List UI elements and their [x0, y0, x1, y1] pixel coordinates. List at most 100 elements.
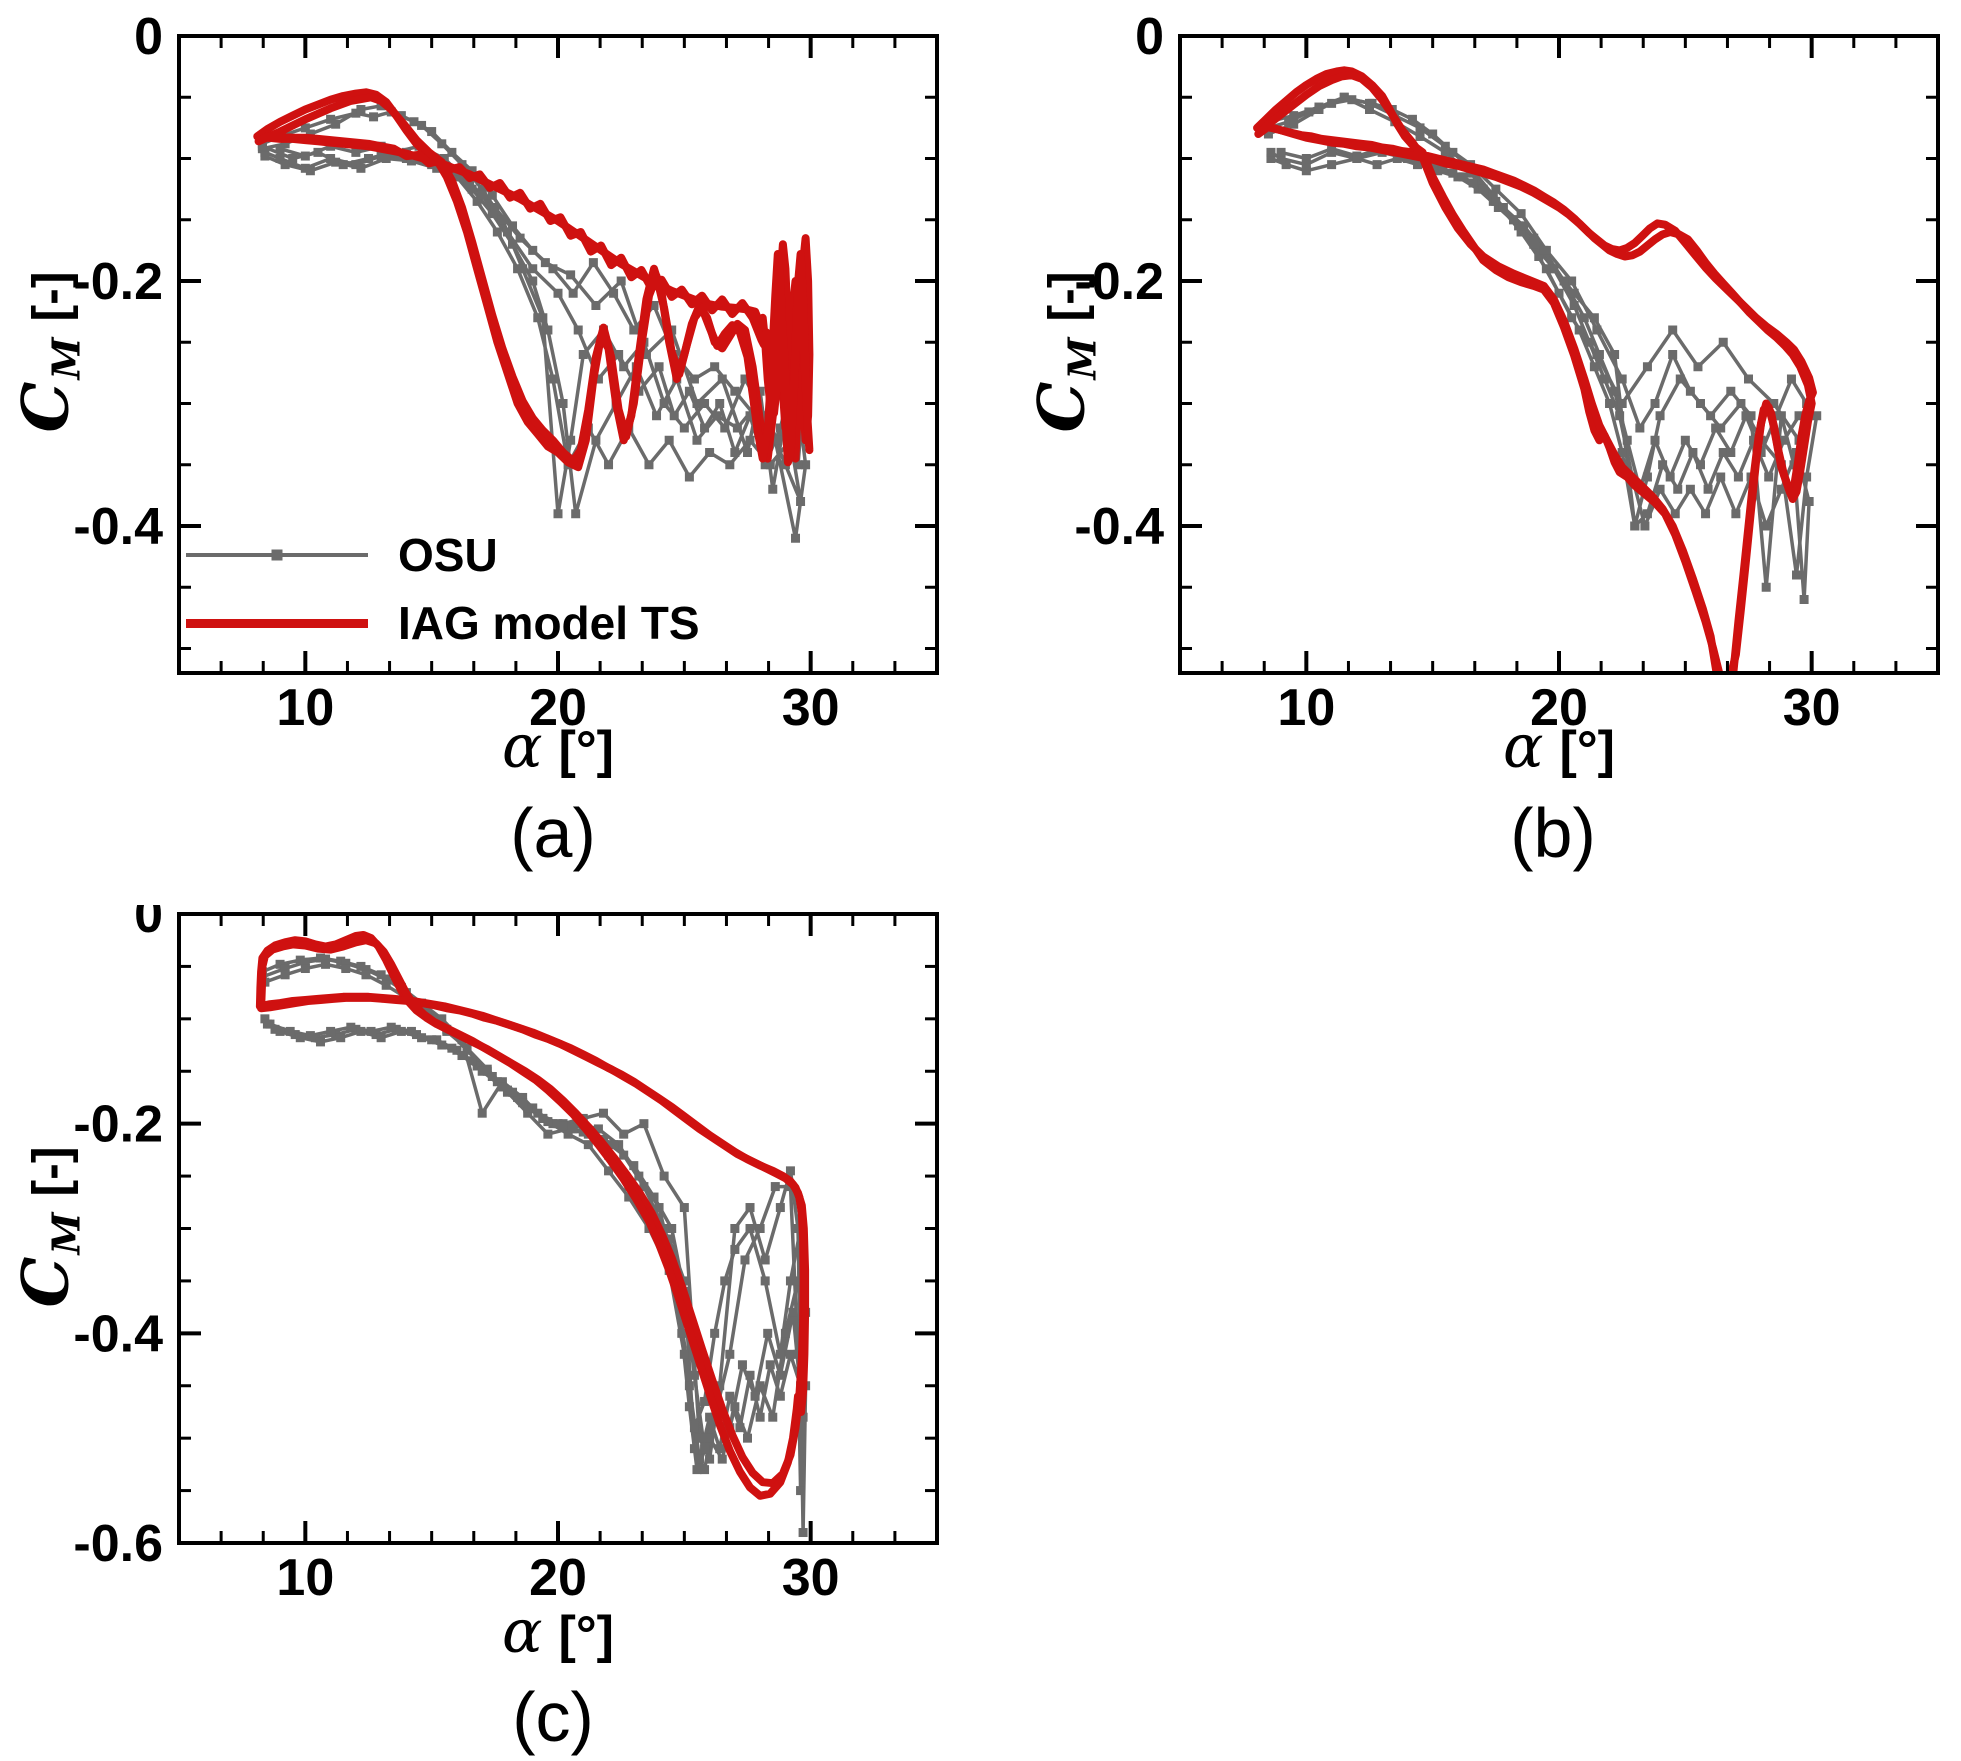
osu-square-marker — [798, 1528, 808, 1538]
osu-square-marker — [1617, 448, 1627, 457]
osu-square-marker — [1665, 472, 1675, 482]
osu-square-marker — [1711, 423, 1721, 433]
osu-square-marker — [376, 970, 386, 980]
osu-square-marker — [1491, 184, 1501, 194]
osu-square-marker — [1668, 350, 1678, 359]
osu-square-marker — [659, 1224, 669, 1233]
y-axis-units: [-] — [22, 271, 79, 322]
osu-square-marker — [295, 955, 305, 965]
osu-square-marker — [1622, 435, 1632, 445]
osu-square-marker — [417, 1033, 427, 1043]
osu-square-marker — [705, 1433, 715, 1443]
osu-square-marker — [593, 1124, 603, 1134]
osu-square-marker — [406, 1026, 416, 1036]
osu-square-marker — [1592, 325, 1602, 335]
y-axis-subscript: M — [43, 1212, 89, 1255]
osu-square-marker — [568, 288, 578, 298]
osu-square-marker — [1744, 374, 1753, 384]
osu-square-marker — [679, 423, 689, 433]
osu-square-marker — [1276, 147, 1286, 157]
osu-square-marker — [750, 1391, 760, 1401]
osu-square-marker — [482, 1064, 492, 1074]
osu-square-marker — [679, 1203, 689, 1213]
osu-square-marker — [785, 1166, 795, 1176]
osu-square-marker — [366, 1026, 376, 1036]
osu-square-marker — [1610, 350, 1620, 359]
osu-square-marker — [745, 1203, 755, 1213]
y-axis-units: [-] — [22, 1146, 79, 1197]
osu-square-marker — [1769, 399, 1779, 408]
osu-square-marker — [548, 264, 558, 274]
osu-square-marker — [614, 1140, 624, 1150]
osu-square-marker — [1352, 151, 1362, 161]
osu-square-marker — [275, 144, 285, 154]
osu-square-marker — [730, 386, 740, 396]
osu-square-marker — [755, 1412, 765, 1422]
osu-square-marker — [1458, 172, 1468, 182]
osu-square-marker — [768, 484, 778, 494]
series-osu-cycle — [1266, 97, 1819, 577]
osu-square-marker — [1541, 264, 1551, 274]
y-tick-label: 0 — [134, 905, 163, 944]
panel-c: 10 20 30 0 -0.2 -0.4 -0.6 C M [-] α [°] (c) — [0, 905, 1000, 1761]
osu-square-marker — [351, 160, 361, 170]
osu-square-marker — [356, 961, 366, 971]
osu-square-marker — [667, 1224, 677, 1233]
osu-square-marker — [1365, 98, 1374, 108]
osu-square-marker — [427, 1035, 437, 1045]
osu-square-marker — [260, 1014, 270, 1024]
osu-square-marker — [1610, 386, 1620, 396]
osu-square-marker — [616, 276, 626, 286]
y-axis-symbol: C — [1024, 381, 1100, 433]
osu-square-marker — [515, 233, 525, 243]
osu-square-marker — [315, 953, 325, 963]
osu-square-marker — [677, 1328, 687, 1338]
panel-b: 10 20 30 0 -0.2 -0.4 C M [-] α [°] (b) — [1000, 0, 1961, 905]
osu-square-marker — [1407, 114, 1417, 124]
osu-square-marker — [1438, 163, 1448, 173]
osu-square-marker — [694, 1433, 704, 1443]
osu-square-marker — [1599, 374, 1609, 384]
osu-square-marker — [1579, 313, 1589, 323]
osu-square-marker — [558, 1121, 568, 1131]
osu-square-marker — [492, 1077, 502, 1087]
osu-square-marker — [568, 1124, 578, 1134]
osu-square-marker — [295, 1033, 305, 1043]
osu-square-marker — [801, 460, 811, 470]
osu-square-marker — [1693, 362, 1703, 372]
osu-square-marker — [743, 1433, 752, 1443]
osu-square-marker — [717, 374, 727, 384]
osu-square-marker — [452, 1045, 462, 1055]
y-axis-symbol: C — [8, 1256, 84, 1308]
osu-square-marker — [338, 160, 348, 170]
osu-square-marker — [439, 154, 449, 163]
osu-square-marker — [1509, 215, 1519, 225]
osu-square-marker — [730, 1402, 740, 1412]
osu-square-marker — [490, 203, 500, 212]
osu-square-marker — [1776, 411, 1786, 421]
osu-square-marker — [745, 1370, 755, 1380]
osu-square-marker — [763, 1328, 773, 1338]
x-tick-label: 30 — [1783, 679, 1841, 737]
osu-square-marker — [1284, 117, 1294, 127]
osu-square-marker — [1668, 325, 1678, 335]
osu-square-marker — [1372, 160, 1382, 170]
osu-square-marker — [654, 1203, 664, 1213]
osu-square-marker — [785, 1276, 795, 1286]
legend-item-osu: OSU — [186, 532, 700, 578]
osu-square-marker — [1673, 484, 1683, 494]
osu-square-marker — [730, 1244, 740, 1254]
x-tick-label: 20 — [529, 1549, 587, 1607]
x-axis-label: α [°] — [1503, 712, 1615, 782]
osu-square-marker — [700, 1444, 710, 1454]
osu-square-marker — [528, 276, 538, 286]
osu-square-marker — [1605, 399, 1615, 408]
osu-square-marker — [1567, 276, 1577, 286]
osu-square-marker — [644, 460, 654, 470]
osu-square-marker — [1589, 313, 1599, 323]
osu-square-marker — [1761, 582, 1771, 592]
y-tick-label: -0.4 — [1074, 498, 1164, 556]
osu-square-marker — [715, 1381, 725, 1391]
osu-square-marker — [523, 1103, 533, 1113]
osu-square-marker — [1779, 435, 1789, 445]
